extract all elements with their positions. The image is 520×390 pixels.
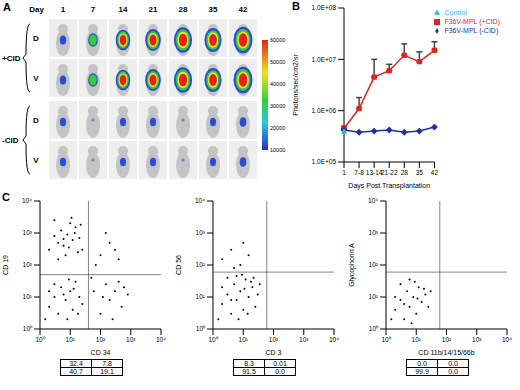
html-text:F36V-MPL (+CID): F36V-MPL (+CID) [444,18,500,25]
svg-text:Days Post Transplantation: Days Post Transplantation [348,182,430,190]
html-text:7.8: 7.8 [102,360,112,367]
svg-text:D: D [33,34,39,43]
svg-text:1: 1 [342,169,346,176]
svg-text:10²: 10² [269,336,279,343]
html-text:0.0: 0.0 [448,360,458,367]
svg-text:-CID: -CID [2,136,19,145]
html-text:0.01: 0.01 [273,360,287,367]
svg-text:13-14: 13-14 [365,168,383,176]
svg-text:CD 19: CD 19 [2,255,9,275]
html-text:0.0: 0.0 [275,368,285,375]
html-text:32.4: 32.4 [69,360,83,367]
svg-text:10⁰: 10⁰ [369,325,379,332]
svg-text:60000: 60000 [270,37,285,43]
svg-text:+CID: +CID [2,54,21,63]
svg-text:D: D [33,116,39,125]
svg-text:10⁴: 10⁴ [368,197,378,204]
html-text:91.5: 91.5 [242,368,256,375]
svg-text:10³: 10³ [472,336,482,343]
svg-text:10¹: 10¹ [23,293,33,300]
svg-text:42: 42 [239,5,248,14]
svg-text:10000: 10000 [270,147,285,153]
svg-text:10³: 10³ [369,229,379,236]
html-text:99.9: 99.9 [415,368,429,375]
svg-text:28: 28 [179,5,188,14]
svg-text:10⁰: 10⁰ [381,336,391,343]
svg-text:28: 28 [401,169,409,176]
svg-text:10⁰: 10⁰ [23,325,33,332]
svg-text:CD 34: CD 34 [91,349,111,356]
svg-text:10²: 10² [369,261,379,268]
svg-text:10¹: 10¹ [369,293,379,300]
svg-text:CD 56: CD 56 [175,255,182,275]
html-text:19.1: 19.1 [100,368,114,375]
html-text:F36V-MPL (-CID): F36V-MPL (-CID) [444,27,499,34]
svg-text:Glycophorin A: Glycophorin A [348,243,356,287]
svg-text:10⁴: 10⁴ [22,197,32,204]
svg-text:10²: 10² [23,261,33,268]
svg-text:Photons/sec/cm2/sr: Photons/sec/cm2/sr [292,54,299,116]
html-text:B: B [292,0,300,12]
svg-text:1.0E+07: 1.0E+07 [312,56,337,63]
html-text:C: C [2,191,10,203]
svg-text:10¹: 10¹ [196,293,206,300]
svg-text:CD 3: CD 3 [266,349,282,356]
svg-text:21-22: 21-22 [381,169,398,176]
svg-text:10⁴: 10⁴ [502,336,512,343]
svg-text:10²: 10² [96,336,106,343]
svg-text:Day: Day [29,5,44,14]
svg-text:35: 35 [209,5,218,14]
svg-text:10⁰: 10⁰ [35,336,45,343]
html-text:0.0: 0.0 [448,368,458,375]
svg-text:14: 14 [119,5,128,14]
svg-text:40000: 40000 [270,81,285,87]
svg-text:V: V [33,74,39,83]
svg-text:V: V [33,156,39,165]
svg-text:42: 42 [431,169,439,176]
svg-text:10⁰: 10⁰ [196,325,206,332]
svg-text:10²: 10² [196,261,206,268]
html-text:8.3: 8.3 [244,360,254,367]
svg-text:10⁰: 10⁰ [208,336,218,343]
svg-text:A: A [3,1,11,13]
svg-text:1: 1 [61,5,66,14]
svg-text:10¹: 10¹ [239,336,249,343]
svg-text:10³: 10³ [126,336,136,343]
svg-text:10⁴: 10⁴ [156,336,166,343]
svg-text:50000: 50000 [270,59,285,65]
html-text:0.0: 0.0 [417,360,427,367]
svg-text:10¹: 10¹ [412,336,422,343]
svg-text:7: 7 [91,5,96,14]
svg-text:21: 21 [149,5,158,14]
svg-text:10⁴: 10⁴ [195,197,205,204]
svg-text:1.0E+08: 1.0E+08 [312,4,337,11]
svg-text:10³: 10³ [299,336,309,343]
svg-text:35: 35 [416,169,424,176]
svg-text:1.0E+05: 1.0E+05 [312,158,337,165]
svg-text:10¹: 10¹ [66,336,76,343]
svg-text:7-8: 7-8 [354,169,364,176]
svg-text:20000: 20000 [270,125,285,131]
html-text:40.7: 40.7 [69,368,83,375]
svg-text:30000: 30000 [270,103,285,109]
html-text:Control: Control [444,9,467,16]
svg-text:10²: 10² [442,336,452,343]
svg-text:10³: 10³ [23,229,33,236]
svg-text:10³: 10³ [196,229,206,236]
svg-text:1.0E+06: 1.0E+06 [312,107,337,114]
svg-text:10⁴: 10⁴ [329,336,339,343]
svg-text:CD 11b/14/15/66b: CD 11b/14/15/66b [418,349,474,356]
